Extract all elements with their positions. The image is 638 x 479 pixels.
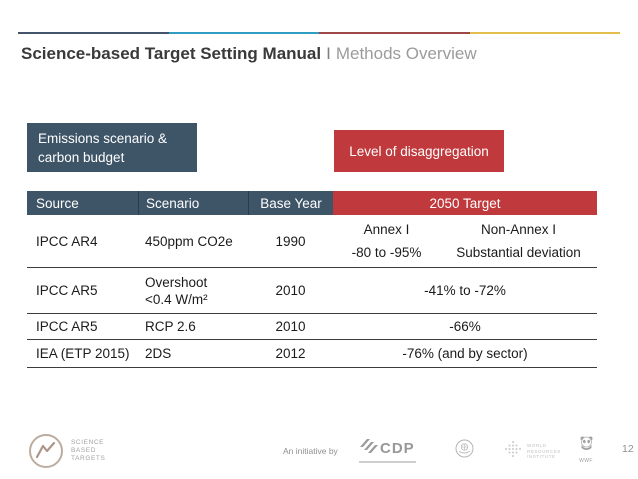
wri-logo: WORLD RESOURCES INSTITUTE [504,440,561,463]
row-divider [27,339,597,340]
non-annex-subcolumn: Non-Annex I Substantial deviation [440,215,597,267]
cell-scenario: Overshoot <0.4 W/m² [138,274,248,308]
wwf-logo: WWF [575,436,597,464]
cell-source: IEA (ETP 2015) [36,346,130,361]
header-source: Source [27,191,138,215]
cell-target: -66% [449,319,481,334]
sbt-logo-text: SCIENCE BASED TARGETS [71,439,105,463]
accent-segment-teal [168,32,319,34]
disaggregation-callout: Level of disaggregation [334,130,504,172]
cell-base-year: 1990 [275,233,306,249]
cell-source: IPCC AR5 [36,283,98,298]
wri-line2: RESOURCES [527,448,561,454]
sbt-mountain-icon [29,434,63,468]
scenario-line1: Overshoot [145,274,208,290]
cell-scenario: 2DS [145,346,172,361]
un-global-compact-icon [455,439,474,463]
scenario-table: Source Scenario Base Year 2050 Target IP… [27,191,597,368]
title-separator: I [326,44,331,63]
wri-logo-text: WORLD RESOURCES INSTITUTE [527,443,561,460]
cell-target: -41% to -72% [424,283,506,298]
scenario-line2: <0.4 W/m² [145,291,208,307]
cell-source: IPCC AR4 [36,233,98,249]
accent-line [18,32,620,34]
sbt-logo-line3: TARGETS [71,455,106,462]
sbt-logo-line2: BASED [71,447,97,454]
table-row: IPCC AR5 Overshoot <0.4 W/m² 2010 -41% t… [27,268,597,313]
wwf-panda-icon [578,436,595,457]
accent-segment-navy [18,32,169,34]
page-number: 12 [622,443,634,455]
sbt-logo-line1: SCIENCE [71,439,105,446]
cell-scenario: RCP 2.6 [145,319,196,334]
header-base-year: Base Year [248,191,333,215]
wri-line1: WORLD [527,443,547,449]
title-primary: Science-based Target Setting Manual [21,44,322,63]
cell-base-year: 2010 [275,319,306,334]
cell-scenario: 450ppm CO2e [145,233,233,249]
non-annex-value: Substantial deviation [456,245,581,260]
header-scenario: Scenario [138,191,248,215]
emissions-callout-line2: carbon budget [38,149,125,165]
initiative-by-label: An initiative by [283,446,338,456]
table-row: IEA (ETP 2015) 2DS 2012 -76% (and by sec… [27,340,597,367]
wwf-wordmark: WWF [579,458,593,464]
annex-subcolumn: Annex I -80 to -95% [333,215,440,267]
cell-source: IPCC AR5 [36,319,98,334]
cell-base-year: 2010 [275,283,306,298]
row-divider [27,313,597,314]
header-2050-target: 2050 Target [333,191,597,215]
cell-target-split: Annex I -80 to -95% Non-Annex I Substant… [333,215,597,267]
wri-globe-icon [504,440,522,463]
row-divider [27,267,597,268]
accent-segment-red [319,32,470,34]
wri-line3: INSTITUTE [527,454,556,460]
accent-segment-gold [469,32,620,34]
table-row: IPCC AR5 RCP 2.6 2010 -66% [27,314,597,339]
annex-value: -80 to -95% [351,245,422,260]
slide-title: Science-based Target Setting Manual I Meth… [21,44,477,64]
table-bottom-rule [27,367,597,368]
cell-target: -76% (and by sector) [402,346,528,361]
cdp-tagline-line [359,461,416,463]
cdp-wordmark: CDP [380,440,415,457]
disaggregation-callout-label: Level of disaggregation [349,143,489,159]
emissions-scenario-callout: Emissions scenario & carbon budget [27,123,197,172]
cdp-arrows-icon [358,438,378,459]
non-annex-label: Non-Annex I [480,222,557,237]
emissions-callout-line1: Emissions scenario & [38,130,168,146]
annex-label: Annex I [363,222,410,237]
table-row: IPCC AR4 450ppm CO2e 1990 Annex I -80 to… [27,215,597,267]
title-secondary: Methods Overview [335,44,477,63]
science-based-targets-logo: SCIENCE BASED TARGETS [29,434,105,468]
table-header-row: Source Scenario Base Year 2050 Target [27,191,597,215]
cell-base-year: 2012 [275,346,306,361]
cdp-logo: CDP [358,438,416,463]
